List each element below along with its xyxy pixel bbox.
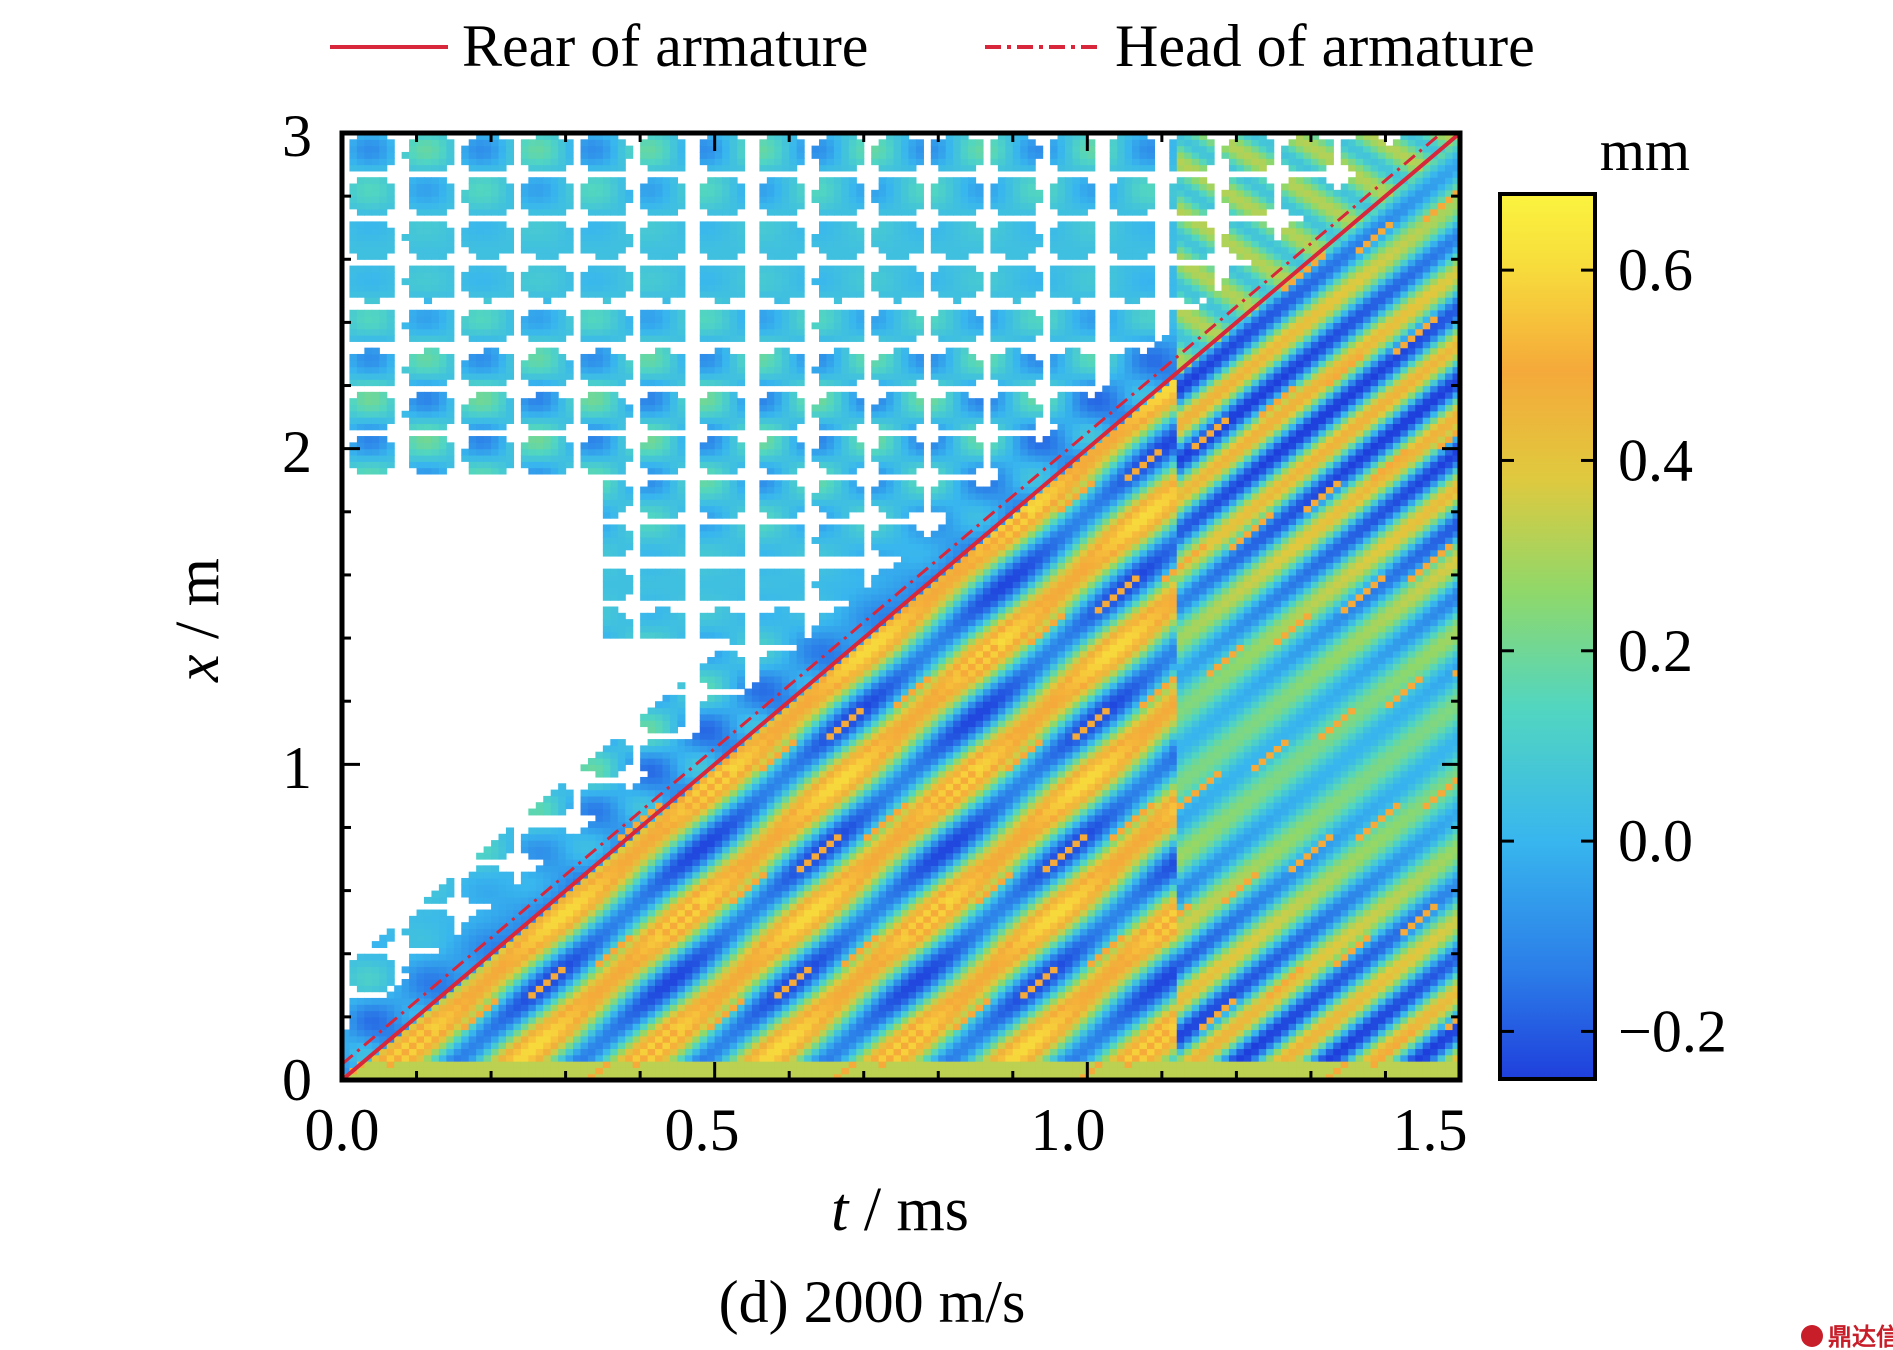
legend-label-head: Head of armature bbox=[1115, 13, 1535, 79]
colorbar-tick-label: 0.4 bbox=[1618, 427, 1693, 493]
colorbar-tick-label: 0.0 bbox=[1618, 808, 1693, 874]
y-tick-label: 1 bbox=[282, 735, 312, 801]
y-tick-label: 3 bbox=[282, 103, 312, 169]
colorbar-gradient bbox=[1498, 192, 1597, 1081]
head-armature-line bbox=[342, 133, 1444, 1066]
watermark-text: 鼎达信 bbox=[1828, 1323, 1893, 1350]
plot-frame bbox=[339, 130, 1463, 1083]
colorbar-unit: mm bbox=[1600, 118, 1690, 183]
watermark-logo-icon bbox=[1801, 1325, 1823, 1347]
colorbar-tick-label: −0.2 bbox=[1618, 998, 1727, 1064]
armature-trajectories bbox=[342, 133, 1460, 1080]
y-axis-title: x / m bbox=[164, 558, 232, 683]
axis-ticks bbox=[340, 131, 1462, 1082]
x-tick-label: 1.5 bbox=[1393, 1097, 1468, 1163]
x-axis-title: t / ms bbox=[831, 1176, 969, 1244]
y-tick-label: 0 bbox=[282, 1047, 312, 1113]
y-tick-label: 2 bbox=[282, 419, 312, 485]
rear-armature-line bbox=[342, 133, 1460, 1080]
y-tick-labels: 0 1 2 3 bbox=[282, 103, 312, 1113]
x-tick-label: 1.0 bbox=[1031, 1097, 1106, 1163]
heatmap-field bbox=[342, 133, 1460, 1080]
legend-label-rear: Rear of armature bbox=[462, 13, 868, 79]
watermark: 鼎达信 bbox=[1801, 1323, 1893, 1350]
colorbar-tick-label: 0.2 bbox=[1618, 618, 1693, 684]
colorbar: mm 0.6 0.4 0.2 0.0 −0.2 bbox=[1498, 118, 1727, 1081]
x-tick-label: 0.5 bbox=[665, 1097, 740, 1163]
figure-caption: (d) 2000 m/s bbox=[719, 1269, 1026, 1335]
colorbar-tick-label: 0.6 bbox=[1618, 237, 1693, 303]
legend: Rear of armature Head of armature bbox=[330, 13, 1535, 79]
colorbar-ticks: 0.6 0.4 0.2 0.0 −0.2 bbox=[1500, 237, 1727, 1064]
x-tick-labels: 0.0 0.5 1.0 1.5 bbox=[305, 1097, 1468, 1163]
x-tick-label: 0.0 bbox=[305, 1097, 380, 1163]
